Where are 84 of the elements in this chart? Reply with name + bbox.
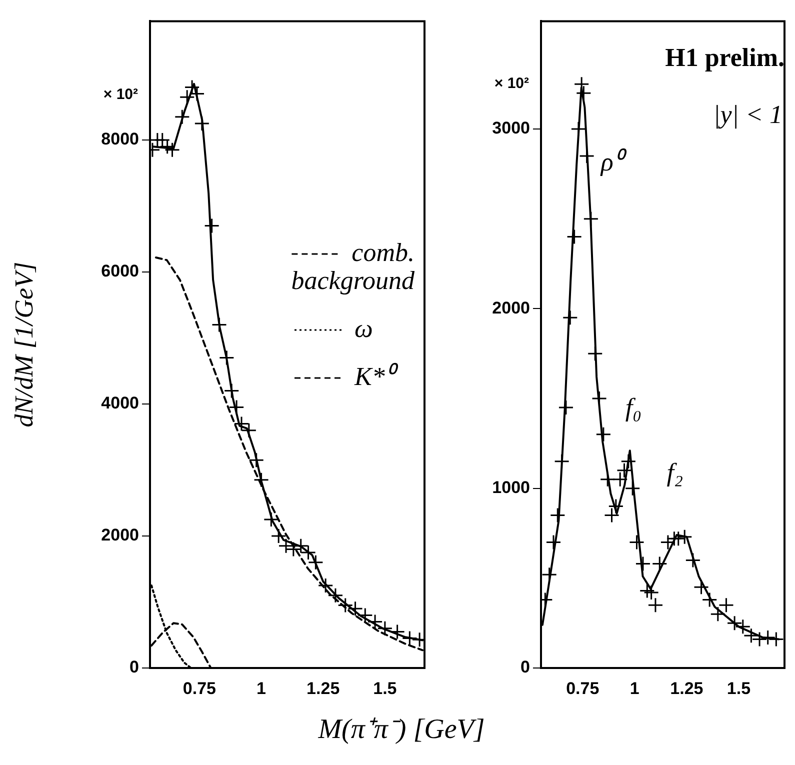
point	[596, 426, 612, 442]
point	[204, 218, 220, 234]
x-tick-label: 1.5	[373, 678, 397, 698]
point	[660, 534, 676, 550]
point	[328, 588, 344, 604]
annotation: |y| < 1	[713, 100, 782, 130]
annotation: ρ⁰	[600, 147, 628, 176]
x-tick-label: 1.5	[726, 678, 751, 698]
y-tick-label: 0	[130, 658, 139, 677]
point	[694, 579, 709, 595]
point	[670, 530, 686, 546]
point	[554, 454, 570, 470]
annotation: f₀	[625, 393, 642, 422]
point	[583, 211, 599, 227]
point	[218, 350, 234, 366]
point	[263, 512, 279, 528]
point	[726, 615, 742, 631]
point	[570, 121, 586, 137]
point	[635, 556, 651, 572]
legend-label: K*⁰	[354, 362, 399, 391]
point	[702, 592, 718, 608]
point	[604, 508, 620, 524]
annotation: H1 prelim.	[665, 42, 784, 72]
x-tick-label: 0.75	[566, 678, 600, 698]
point	[174, 109, 190, 125]
point	[628, 534, 644, 550]
point	[587, 346, 603, 362]
point	[644, 584, 660, 600]
point	[164, 142, 180, 158]
annotation: f₂	[666, 458, 684, 487]
legend-label: comb. background	[291, 238, 416, 295]
y-tick-label: 6000	[101, 262, 139, 281]
point	[768, 632, 784, 648]
point	[616, 462, 632, 478]
y-tick-label: 8000	[101, 130, 139, 149]
x-tick-label: 0.75	[182, 678, 216, 698]
point	[600, 472, 616, 488]
point	[550, 508, 566, 524]
y-tick-label: 0	[520, 658, 530, 677]
point	[248, 452, 264, 468]
y-tick-label: 4000	[101, 394, 139, 413]
point	[254, 472, 270, 488]
point	[224, 383, 240, 399]
point	[639, 582, 655, 598]
point	[608, 498, 624, 514]
point	[566, 229, 582, 245]
point	[402, 630, 418, 646]
point	[542, 566, 558, 582]
point	[710, 606, 726, 622]
point	[318, 578, 334, 594]
point	[194, 116, 210, 132]
x-tick-label: 1	[630, 678, 640, 698]
y-axis-title: dN/dM [1/GeV]	[9, 262, 38, 428]
point	[592, 390, 608, 406]
point	[676, 529, 692, 545]
point	[624, 480, 640, 496]
text: × 10²	[494, 75, 529, 92]
legend-label: ω	[354, 314, 373, 343]
point	[576, 85, 592, 101]
point	[718, 597, 734, 613]
x-axis-title: M(π⁺π⁻) [GeV]	[317, 713, 486, 746]
point	[338, 598, 354, 614]
y-tick-label: 1000	[492, 478, 530, 498]
point	[620, 454, 636, 470]
point	[286, 541, 302, 557]
point	[648, 597, 664, 613]
point	[390, 624, 406, 640]
point	[612, 472, 628, 488]
point	[562, 310, 578, 326]
x-tick-label: 1.25	[306, 678, 340, 698]
point	[228, 400, 244, 416]
point	[685, 552, 701, 568]
point	[558, 400, 574, 416]
point	[752, 632, 768, 648]
x-tick-label: 1.25	[670, 678, 704, 698]
y-tick-label: 2000	[492, 298, 530, 318]
point	[652, 556, 668, 572]
text: × 10²	[103, 86, 138, 104]
point	[760, 630, 776, 646]
y-tick-label: 3000	[492, 118, 530, 138]
point	[546, 534, 562, 550]
x-tick-label: 1	[256, 678, 266, 698]
point	[179, 89, 195, 105]
y-tick-label: 2000	[101, 526, 139, 545]
